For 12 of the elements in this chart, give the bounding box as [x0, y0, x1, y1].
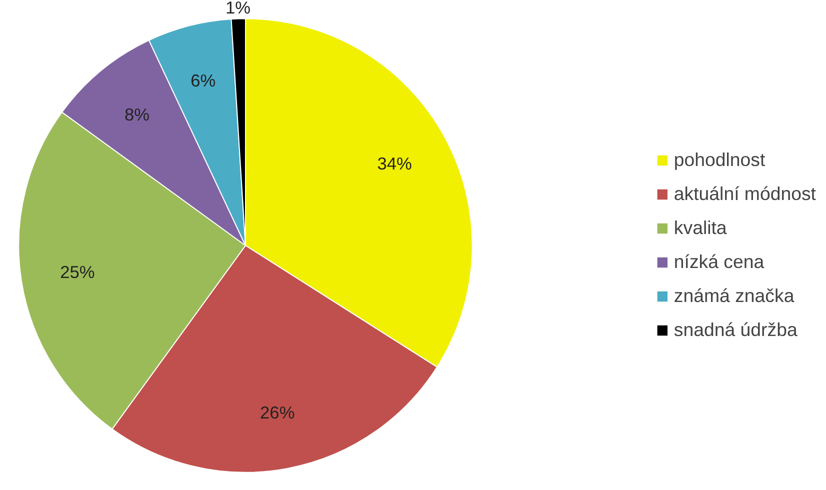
data-label: 26% — [260, 402, 295, 423]
data-label: 25% — [60, 262, 95, 282]
data-label: 6% — [190, 70, 216, 91]
legend-label: známá značka — [674, 285, 794, 307]
legend-label: kvalita — [674, 217, 727, 239]
data-label: 34% — [377, 154, 412, 174]
data-label: 1% — [225, 0, 251, 18]
legend-label: nízká cena — [674, 251, 764, 273]
legend-label: aktuální módnost — [674, 183, 816, 205]
data-label: 8% — [124, 104, 150, 124]
legend-label: pohodlnost — [674, 149, 766, 171]
legend-label: snadná údržba — [674, 319, 798, 341]
